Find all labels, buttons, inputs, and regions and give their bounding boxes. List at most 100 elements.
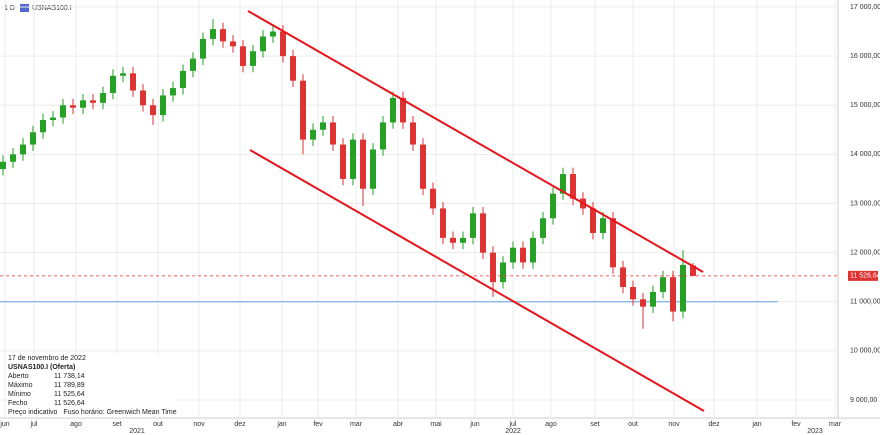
candle-body <box>280 31 286 57</box>
candle-body <box>480 213 486 253</box>
candle-body <box>180 70 186 89</box>
candle-body <box>660 277 666 292</box>
candle-body <box>470 213 476 238</box>
candle-body <box>390 97 396 123</box>
candle-body <box>460 237 466 243</box>
x-tick-label: mar <box>350 421 363 428</box>
candle-body <box>140 90 146 106</box>
y-tick-label: 13 000,00 <box>850 200 880 207</box>
candle-body <box>340 144 346 179</box>
info-row: Máximo 11 789,89 <box>8 381 177 390</box>
candle-body <box>240 46 246 66</box>
candle-body <box>100 92 106 103</box>
x-tick-label: dez <box>234 421 246 428</box>
x-tick-label: jun <box>0 421 10 428</box>
info-value: 11 789,89 <box>54 382 85 389</box>
candle-body <box>10 154 16 162</box>
candle-body <box>90 100 96 103</box>
candle-body <box>50 117 56 120</box>
candle-body <box>160 95 166 116</box>
period: 1 D <box>4 5 15 12</box>
candle-body <box>640 299 646 307</box>
y-tick-label: 10 000,00 <box>850 348 880 355</box>
candle-body <box>610 218 616 268</box>
candle-body <box>260 36 266 52</box>
candle-body <box>500 262 506 283</box>
candle-body <box>570 174 576 199</box>
y-tick-label: 11 000,00 <box>850 299 880 306</box>
candle-body <box>290 56 296 81</box>
candle-body <box>560 174 566 194</box>
candle-body <box>520 247 526 263</box>
candle-body <box>310 129 316 140</box>
x-tick-label: nov <box>193 421 205 428</box>
candle-body <box>70 105 76 108</box>
candle-body <box>440 208 446 238</box>
info-row: Mínimo 11 525,64 <box>8 390 177 399</box>
candle-body <box>690 265 696 276</box>
info-value: 11 525,64 <box>54 391 85 398</box>
x-tick-label: mai <box>430 421 442 428</box>
info-row: Aberto 11 738,14 <box>8 372 177 381</box>
candle-body <box>430 188 436 209</box>
x-tick-label: ago <box>70 421 82 428</box>
symbol: USNAS100.I <box>32 5 72 12</box>
candle-body <box>380 122 386 150</box>
last-price-tag <box>848 270 878 281</box>
candle-body <box>650 291 656 307</box>
candle-body <box>350 139 356 179</box>
flag-icon <box>20 4 29 12</box>
candle-body <box>110 75 116 93</box>
candle-body <box>300 80 306 140</box>
x-tick-label: ago <box>545 421 557 428</box>
year-label: 2022 <box>505 428 521 435</box>
candle-body <box>210 29 216 39</box>
candle-body <box>600 218 606 233</box>
candle-body <box>150 105 156 116</box>
info-rows: Aberto 11 738,14 Máximo 11 789,89 Mínimo 11 5… <box>8 372 177 408</box>
candle-body <box>320 122 326 130</box>
y-tick-label: 14 000,00 <box>850 151 880 158</box>
x-tick-label: fev <box>791 421 801 428</box>
y-tick-label: 12 000,00 <box>850 249 880 256</box>
channel-upper <box>247 10 704 273</box>
candle-body <box>680 264 686 312</box>
candle-body <box>490 252 496 283</box>
candle-body <box>530 237 536 263</box>
info-key: Mínimo <box>8 391 31 398</box>
info-date: 17 de novembro de 2022 <box>8 355 86 362</box>
x-tick-label: fev <box>313 421 323 428</box>
candle-body <box>670 277 676 312</box>
candle-body <box>30 132 36 145</box>
x-tick-label: abr <box>393 421 404 428</box>
candle-body <box>360 139 366 189</box>
candle-body <box>230 41 236 47</box>
info-row: Fecho 11 526,64 <box>8 399 177 408</box>
info-key: Fecho <box>8 400 28 407</box>
candle-body <box>590 208 596 233</box>
x-tick-label: mar <box>829 421 842 428</box>
candle-body <box>250 51 256 66</box>
info-timezone: Fuso horário: Greenwich Mean Time <box>63 409 177 416</box>
candle-body <box>120 73 126 76</box>
x-tick-label: jan <box>276 421 286 428</box>
candle-body <box>330 122 336 145</box>
candle-body <box>510 247 516 263</box>
candle-body <box>0 161 6 170</box>
x-tick-label: set <box>590 421 599 428</box>
candle-body <box>630 287 636 300</box>
info-key: Aberto <box>8 373 29 380</box>
y-tick-label: 15 000,00 <box>850 102 880 109</box>
candle-body <box>550 193 556 219</box>
candle-body <box>170 88 176 96</box>
candle-body <box>130 73 136 91</box>
x-tick-label: jun <box>469 421 479 428</box>
candle-body <box>60 105 66 118</box>
info-note: Preço indicativo <box>8 409 58 416</box>
info-instrument: USNAS100.I (Oferta) <box>8 364 76 371</box>
year-label: 2021 <box>129 428 145 435</box>
candle-body <box>80 100 86 108</box>
y-tick-label: 17 000,00 <box>850 4 880 11</box>
candle-body <box>220 29 226 42</box>
